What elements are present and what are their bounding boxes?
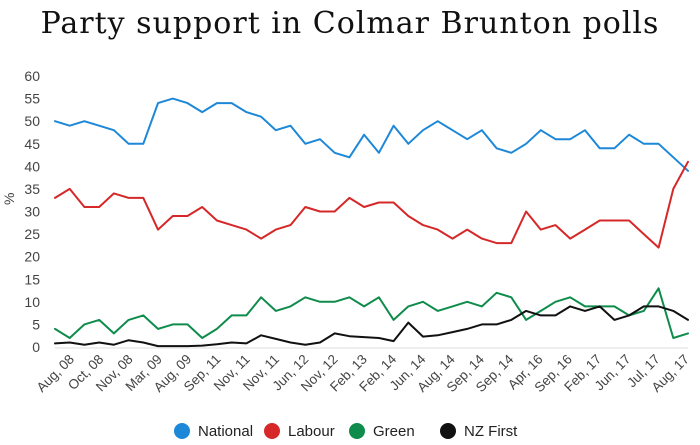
series-line-1 (54, 160, 689, 249)
y-tick-label: 55 (24, 91, 40, 107)
legend-swatch (440, 423, 456, 439)
legend-label: Green (373, 423, 415, 440)
y-axis-ticks: 0 5 10 15 20 25 30 35 40 45 50 55 60 (24, 68, 40, 355)
y-tick-label: 10 (24, 294, 40, 310)
legend-label: NZ First (464, 423, 518, 440)
legend-label: Labour (288, 423, 335, 440)
series-line-2 (54, 287, 689, 339)
legend: National Labour Green NZ First (174, 423, 518, 440)
legend-label: National (198, 423, 253, 440)
legend-swatch (264, 423, 280, 439)
y-tick-label: 35 (24, 181, 40, 197)
y-tick-label: 45 (24, 136, 40, 152)
series-lines (54, 97, 689, 348)
y-tick-label: 20 (24, 249, 40, 265)
y-tick-label: 0 (32, 339, 40, 355)
y-tick-label: 25 (24, 226, 40, 242)
legend-swatch (349, 423, 365, 439)
y-tick-label: 40 (24, 158, 40, 174)
series-line-3 (54, 305, 689, 348)
y-tick-label: 50 (24, 113, 40, 129)
series-line-0 (54, 97, 689, 172)
chart-title: Party support in Colmar Brunton polls (40, 6, 660, 41)
legend-swatch (174, 423, 190, 439)
y-tick-label: 30 (24, 204, 40, 220)
y-tick-label: 5 (32, 316, 40, 332)
y-tick-label: 60 (24, 68, 40, 84)
y-tick-label: 15 (24, 271, 40, 287)
